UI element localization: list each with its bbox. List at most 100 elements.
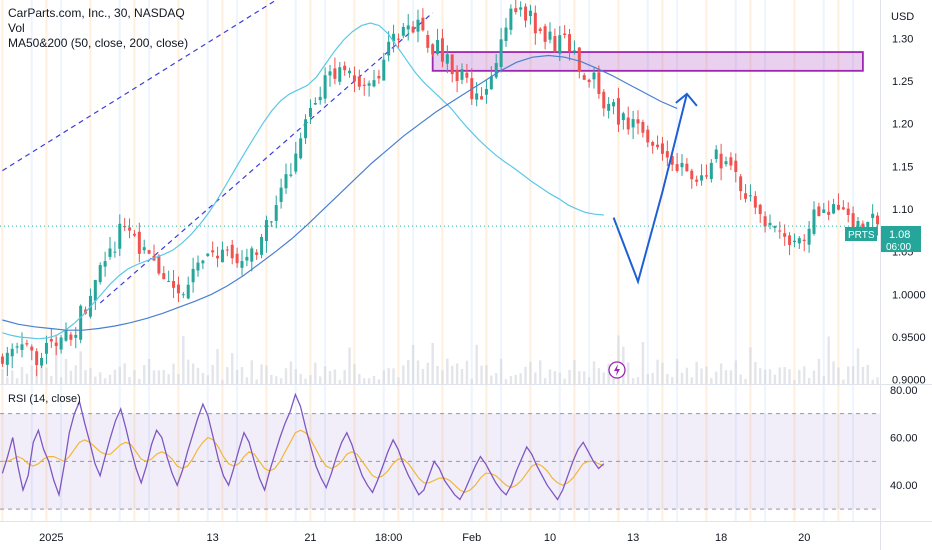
volume-label: Vol — [8, 21, 25, 35]
projection-arrow[interactable] — [612, 92, 698, 285]
candle-body — [612, 102, 616, 107]
rsi-label: RSI (14, close) — [8, 393, 81, 405]
volume-bar — [754, 362, 757, 384]
candle-body — [832, 204, 836, 214]
volume-bar — [177, 374, 180, 384]
price-tick-label: 1.0000 — [892, 289, 926, 301]
candle-body — [304, 119, 308, 139]
candle-body — [480, 96, 484, 100]
candle-body — [675, 164, 679, 171]
candle-body — [357, 76, 361, 87]
volume-bar — [6, 377, 9, 384]
session-stripe — [133, 0, 136, 521]
volume-bar — [446, 358, 449, 384]
session-stripe — [749, 0, 752, 521]
volume-bar — [421, 369, 425, 384]
candle-body — [289, 174, 293, 176]
candle-body — [729, 157, 733, 166]
time-axis[interactable]: 2025 13 21 18:00 Feb 10 13 18 20 — [39, 532, 810, 544]
candle-body — [514, 8, 518, 12]
candle-body — [871, 213, 875, 218]
candle-body — [181, 294, 185, 296]
candle-body — [660, 143, 664, 154]
volume-bar — [847, 366, 850, 384]
volume-bar — [651, 372, 654, 384]
candle-body — [167, 280, 171, 282]
volume-bar — [245, 377, 249, 384]
candle-body — [538, 28, 542, 31]
volume-bar — [123, 363, 126, 384]
ticker-tag-label: PRTS — [848, 230, 875, 241]
volume-bar — [807, 378, 811, 384]
volume-bar — [451, 365, 454, 384]
volume-bar — [636, 377, 640, 384]
volume-bar — [803, 366, 806, 384]
volume-bar — [323, 366, 327, 384]
trend-channel[interactable] — [2, 0, 434, 304]
volume-bar — [553, 371, 557, 384]
candle-body — [49, 339, 53, 342]
session-stripe — [837, 0, 840, 521]
volume-bar — [152, 370, 156, 384]
time-tick-label: 18:00 — [375, 532, 403, 544]
candle-body — [137, 231, 141, 254]
volume-bar — [250, 360, 253, 384]
volume-bar — [700, 368, 703, 384]
candle-body — [700, 175, 704, 181]
candle-body — [851, 213, 855, 229]
price-tick-label: 0.9000 — [892, 375, 926, 387]
candle-body — [176, 284, 180, 294]
rsi-pane[interactable]: 80.00 60.00 40.00 — [0, 385, 918, 510]
candle-body — [230, 244, 234, 259]
volume-bar — [744, 378, 747, 384]
channel-upper-line — [2, 0, 277, 172]
volume-bar — [172, 363, 175, 384]
candle-body — [79, 305, 83, 340]
volume-bar — [661, 362, 664, 384]
time-tick-label: Feb — [462, 532, 481, 544]
volume-bar — [270, 374, 273, 384]
price-axis[interactable]: 1.301.251.201.151.101.051.00000.95000.90… — [892, 33, 926, 386]
volume-bar — [397, 377, 400, 384]
volume-bar — [763, 369, 767, 384]
volume-bar — [157, 370, 161, 384]
price-tick-label: 1.10 — [892, 204, 913, 216]
candle-body — [714, 149, 718, 160]
volume-bar — [822, 376, 825, 384]
session-stripe — [661, 0, 664, 521]
candle-body — [543, 26, 547, 42]
volume-bar — [128, 377, 131, 384]
rsi-tick-label: 40.00 — [890, 480, 918, 492]
candle-body — [509, 8, 513, 30]
price-tick-label: 1.30 — [892, 33, 913, 45]
candle-body — [245, 256, 249, 261]
candle-body — [656, 144, 660, 148]
candle-body — [597, 72, 601, 94]
session-stripe — [470, 0, 473, 521]
volume-bar — [25, 373, 29, 384]
volume-bar — [231, 353, 234, 384]
candle-body — [846, 208, 850, 215]
rsi-tick-label: 80.00 — [890, 385, 918, 397]
volume-bar — [817, 358, 821, 384]
candle-body — [147, 250, 151, 254]
volume-bar — [416, 360, 420, 384]
candle-body — [44, 342, 48, 354]
volume-bar — [768, 369, 772, 384]
session-stripe — [177, 0, 180, 521]
candle-body — [103, 261, 107, 267]
volume-bar — [226, 367, 229, 384]
session-stripe — [441, 0, 444, 521]
candle-body — [445, 54, 449, 64]
volume-bar — [221, 379, 224, 384]
candle-body — [558, 35, 562, 54]
candle-body — [807, 228, 811, 245]
volume-bar — [583, 371, 586, 384]
candle-body — [328, 71, 332, 76]
volume-bar — [719, 363, 723, 384]
candle-body — [40, 357, 44, 366]
candle-body — [216, 255, 220, 259]
volume-bar — [773, 374, 777, 384]
candle-body — [484, 88, 488, 95]
